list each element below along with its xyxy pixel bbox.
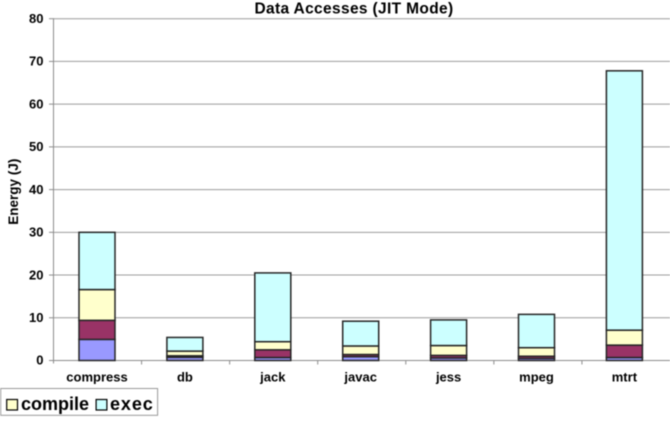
svg-text:jack: jack — [259, 370, 286, 385]
svg-text:javac: javac — [343, 370, 377, 385]
svg-text:80: 80 — [29, 11, 43, 26]
svg-text:Energy (J): Energy (J) — [6, 159, 21, 225]
svg-text:60: 60 — [29, 96, 43, 111]
svg-text:70: 70 — [29, 54, 43, 69]
svg-text:40: 40 — [29, 182, 43, 197]
svg-text:mtrt: mtrt — [612, 370, 638, 385]
svg-text:mpeg: mpeg — [519, 370, 554, 385]
svg-text:Data Accesses (JIT Mode): Data Accesses (JIT Mode) — [254, 1, 453, 18]
svg-text:30: 30 — [29, 225, 43, 240]
svg-text:db: db — [177, 370, 193, 385]
svg-text:jess: jess — [435, 370, 461, 385]
svg-text:10: 10 — [29, 310, 43, 325]
svg-text:50: 50 — [29, 139, 43, 154]
svg-text:20: 20 — [29, 267, 43, 282]
svg-text:0: 0 — [36, 353, 43, 368]
svg-text:compile: compile — [21, 394, 89, 414]
svg-text:exec: exec — [110, 394, 154, 414]
svg-text:compress: compress — [66, 370, 127, 385]
